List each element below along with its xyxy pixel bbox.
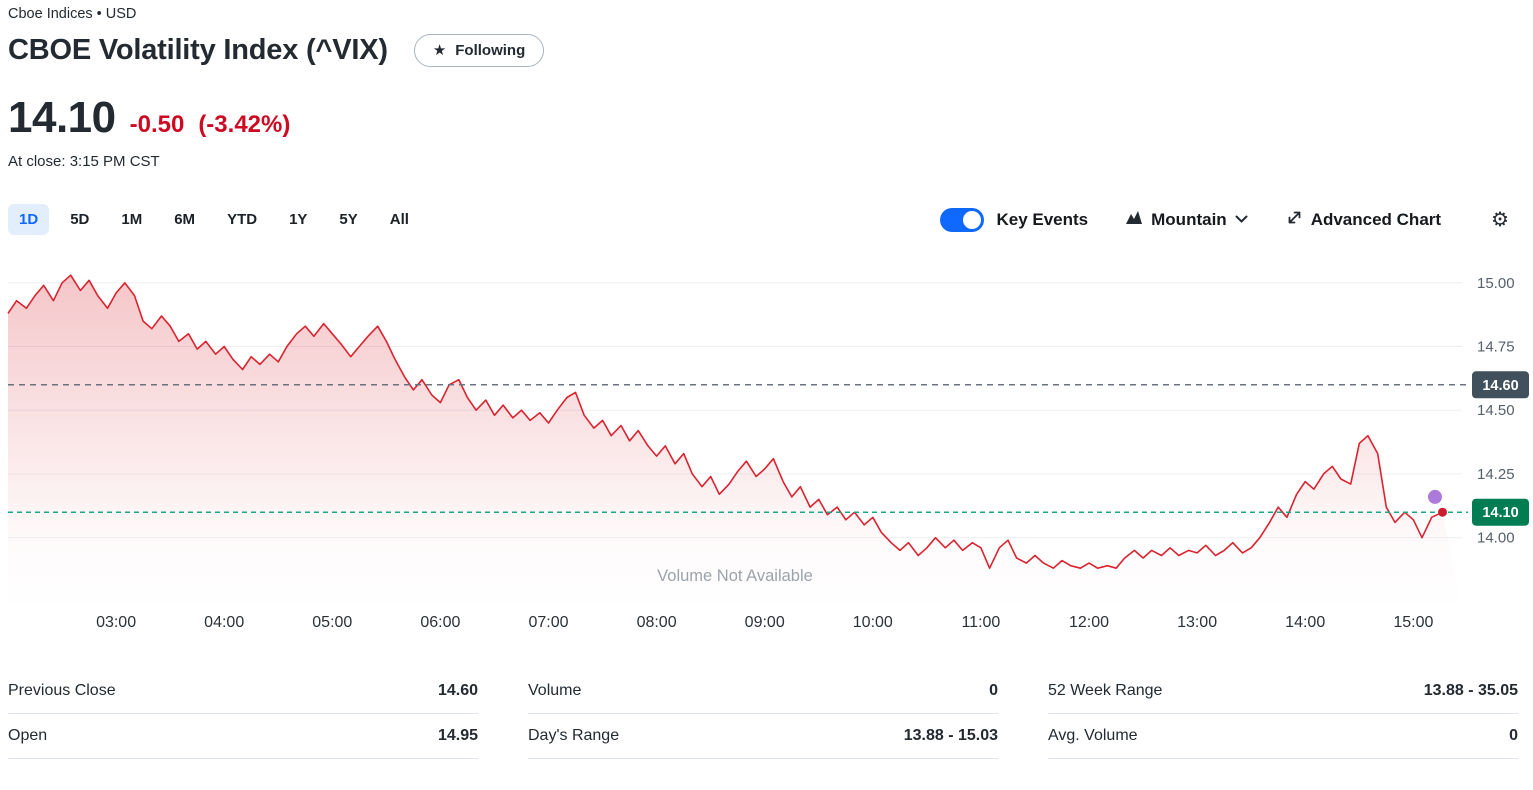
svg-text:11:00: 11:00 bbox=[961, 614, 1000, 631]
svg-text:14:00: 14:00 bbox=[1285, 614, 1325, 631]
svg-text:15.00: 15.00 bbox=[1477, 275, 1515, 292]
svg-text:05:00: 05:00 bbox=[312, 614, 352, 631]
stat-value: 0 bbox=[989, 682, 998, 699]
price-change: -0.50 bbox=[129, 111, 185, 138]
chevron-down-icon bbox=[1235, 211, 1248, 229]
chart-type-select[interactable]: Mountain bbox=[1126, 210, 1248, 230]
following-button-label: Following bbox=[455, 42, 526, 59]
toggle-knob bbox=[963, 210, 982, 229]
stat-value: 13.88 - 15.03 bbox=[903, 727, 998, 744]
tab-1y[interactable]: 1Y bbox=[278, 204, 318, 235]
stat-label: Volume bbox=[528, 682, 582, 699]
svg-text:06:00: 06:00 bbox=[420, 614, 460, 631]
svg-text:12:00: 12:00 bbox=[1069, 614, 1109, 631]
breadcrumb[interactable]: Cboe Indices • USD bbox=[8, 6, 137, 22]
stat-open: Open 14.95 bbox=[8, 714, 478, 759]
key-events-label: Key Events bbox=[996, 209, 1089, 229]
stats-column-3: 52 Week Range 13.88 - 35.05 Avg. Volume … bbox=[1048, 669, 1518, 759]
tab-ytd[interactable]: YTD bbox=[216, 204, 268, 235]
stats-column-2: Volume 0 Day's Range 13.88 - 15.03 bbox=[528, 669, 998, 759]
at-close-note: At close: 3:15 PM CST bbox=[8, 153, 160, 170]
stat-previous-close: Previous Close 14.60 bbox=[8, 669, 478, 714]
current-price: 14.10 bbox=[8, 93, 116, 142]
statistics-table: Previous Close 14.60 Open 14.95 Volume 0… bbox=[0, 669, 1533, 759]
tab-1m[interactable]: 1M bbox=[110, 204, 153, 235]
mountain-chart-icon bbox=[1126, 210, 1143, 230]
stat-value: 0 bbox=[1509, 727, 1518, 744]
star-icon: ★ bbox=[432, 42, 447, 59]
svg-text:04:00: 04:00 bbox=[204, 614, 244, 631]
price-chart[interactable]: 15.00 14.75 14.50 14.25 14.00 14.60 14.10 03:00… bbox=[0, 259, 1533, 637]
tab-1d[interactable]: 1D bbox=[8, 204, 50, 235]
key-events-toggle[interactable] bbox=[940, 207, 985, 232]
stat-label: Day's Range bbox=[528, 727, 620, 744]
following-button[interactable]: ★ Following bbox=[413, 34, 545, 67]
advanced-chart-button[interactable]: Advanced Chart bbox=[1286, 209, 1441, 231]
svg-text:08:00: 08:00 bbox=[637, 614, 677, 631]
svg-text:13:00: 13:00 bbox=[1177, 614, 1217, 631]
stat-days-range: Day's Range 13.88 - 15.03 bbox=[528, 714, 998, 759]
tab-6m[interactable]: 6M bbox=[163, 204, 206, 235]
svg-text:14.75: 14.75 bbox=[1477, 339, 1515, 356]
expand-arrows-icon bbox=[1286, 209, 1303, 231]
svg-text:09:00: 09:00 bbox=[745, 614, 785, 631]
stat-label: 52 Week Range bbox=[1048, 682, 1163, 699]
price-change-percent: (-3.42%) bbox=[198, 111, 291, 138]
svg-text:14.00: 14.00 bbox=[1477, 530, 1515, 547]
svg-text:14.10: 14.10 bbox=[1482, 505, 1518, 521]
tab-all[interactable]: All bbox=[379, 204, 420, 235]
range-tabs: 1D 5D 1M 6M YTD 1Y 5Y All bbox=[8, 204, 420, 235]
stats-column-1: Previous Close 14.60 Open 14.95 bbox=[8, 669, 478, 759]
stat-avg-volume: Avg. Volume 0 bbox=[1048, 714, 1518, 759]
stat-label: Avg. Volume bbox=[1048, 727, 1138, 744]
chart-type-label: Mountain bbox=[1151, 209, 1227, 229]
stat-label: Open bbox=[8, 727, 48, 744]
svg-text:15:00: 15:00 bbox=[1393, 614, 1433, 631]
stat-volume: Volume 0 bbox=[528, 669, 998, 714]
advanced-chart-label: Advanced Chart bbox=[1310, 209, 1442, 229]
svg-text:Volume Not Available: Volume Not Available bbox=[657, 567, 813, 585]
stat-value: 14.60 bbox=[437, 682, 478, 699]
page-title: CBOE Volatility Index (^VIX) bbox=[8, 34, 388, 66]
stat-value: 13.88 - 35.05 bbox=[1423, 682, 1518, 699]
stat-52-week-range: 52 Week Range 13.88 - 35.05 bbox=[1048, 669, 1518, 714]
svg-text:07:00: 07:00 bbox=[528, 614, 568, 631]
stat-value: 14.95 bbox=[437, 727, 478, 744]
svg-text:10:00: 10:00 bbox=[853, 614, 893, 631]
svg-text:14.25: 14.25 bbox=[1477, 466, 1515, 483]
stat-label: Previous Close bbox=[8, 682, 116, 699]
svg-text:03:00: 03:00 bbox=[96, 614, 136, 631]
svg-text:14.50: 14.50 bbox=[1477, 402, 1515, 419]
tab-5y[interactable]: 5Y bbox=[328, 204, 368, 235]
chart-toolbar: 1D 5D 1M 6M YTD 1Y 5Y All Key Events Mou… bbox=[0, 204, 1533, 235]
tab-5d[interactable]: 5D bbox=[59, 204, 100, 235]
gear-icon[interactable]: ⚙ bbox=[1491, 208, 1509, 231]
svg-text:14.60: 14.60 bbox=[1482, 378, 1518, 394]
